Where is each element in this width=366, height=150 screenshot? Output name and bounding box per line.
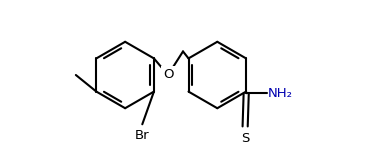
Text: O: O (163, 69, 173, 81)
Text: S: S (241, 132, 249, 145)
Text: Br: Br (135, 129, 150, 142)
Text: NH₂: NH₂ (268, 87, 293, 100)
